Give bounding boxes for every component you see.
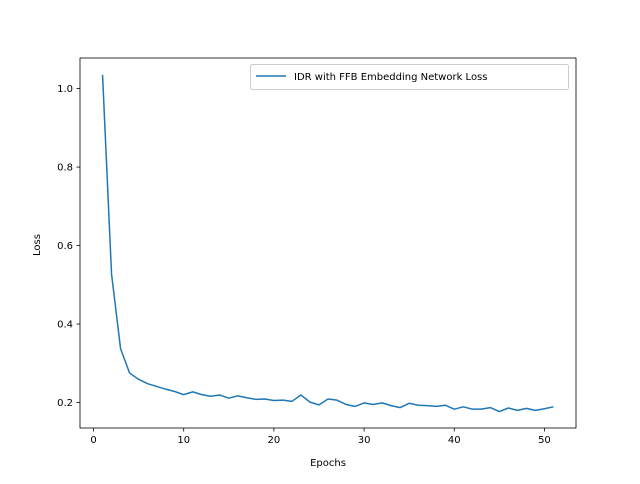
legend: IDR with FFB Embedding Network Loss — [250, 64, 569, 90]
x-tick-label: 40 — [448, 435, 461, 446]
y-tick-label: 0.4 — [57, 320, 73, 331]
y-tick-label: 1.0 — [57, 84, 73, 95]
plot-area — [101, 74, 554, 413]
plot-frame — [79, 57, 577, 429]
series-line-0 — [101, 74, 554, 413]
x-tick-label: 50 — [538, 435, 551, 446]
legend-frame — [250, 64, 569, 90]
x-axis-label: Epochs — [310, 458, 346, 469]
x-tick-label: 0 — [90, 435, 96, 446]
y-axis-label: Loss — [32, 234, 43, 256]
legend-label: IDR with FFB Embedding Network Loss — [294, 72, 487, 83]
axes: 0 10 20 30 40 50 0.2 0.4 0.6 0.8 1.0 — [57, 57, 577, 446]
y-tick-label: 0.8 — [57, 163, 73, 174]
x-tick-label: 10 — [177, 435, 190, 446]
y-tick-label: 0.6 — [57, 241, 73, 252]
x-tick-label: 20 — [268, 435, 281, 446]
x-tick-label: 30 — [358, 435, 371, 446]
y-tick-label: 0.2 — [57, 398, 73, 409]
